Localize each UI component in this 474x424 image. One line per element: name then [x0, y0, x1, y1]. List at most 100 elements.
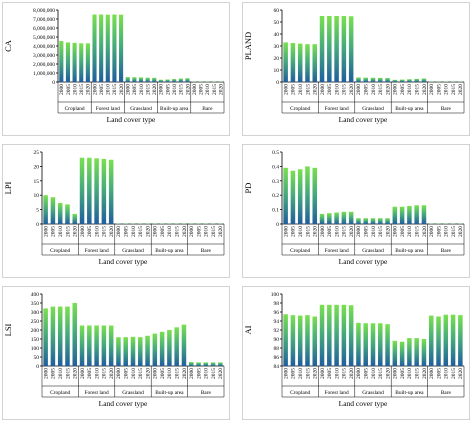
x-year-label: 2020	[218, 226, 224, 237]
bar-cropland-2000	[283, 314, 288, 366]
bar-cropland-2005	[290, 315, 296, 366]
x-year-label: 2020	[182, 368, 188, 379]
bar-built-up-area-2005	[399, 341, 405, 366]
bar-forest-land-2020	[348, 211, 354, 224]
bar-built-up-area-2000	[158, 79, 163, 82]
bar-forest-land-2020	[348, 305, 354, 366]
x-year-label: 2005	[66, 84, 72, 95]
x-year-label: 2005	[436, 84, 442, 95]
x-year-label: 2015	[342, 84, 348, 95]
bar-bare-2005	[436, 316, 441, 366]
bar-forest-land-2005	[87, 325, 92, 366]
category-label: Cropland	[290, 248, 310, 254]
bar-grassland-2000	[356, 77, 361, 82]
x-year-label: 2005	[99, 84, 105, 95]
x-year-label: 2000	[393, 226, 399, 237]
category-label: Grassland	[362, 248, 384, 254]
x-year-label: 2015	[102, 368, 108, 379]
bar-built-up-area-2020	[185, 78, 190, 82]
bar-grassland-2020	[385, 324, 390, 366]
x-year-label: 2000	[192, 84, 198, 95]
x-year-label: 2015	[138, 368, 144, 379]
x-year-label: 2010	[131, 226, 137, 237]
bar-forest-land-2010	[334, 16, 339, 82]
panel-frame	[242, 144, 470, 278]
x-year-label: 2010	[167, 226, 173, 237]
x-year-label: 2000	[429, 226, 435, 237]
x-year-label: 2015	[305, 226, 311, 237]
category-label: Built-up area	[395, 106, 424, 112]
bar-forest-land-2015	[112, 14, 117, 82]
chart-panel-pd: 0 0.1 0.2 0.3 0.4 0.5 PD 2000 2005 2010 2015 2020 Cr…	[242, 144, 470, 278]
x-year-label: 2000	[356, 226, 362, 237]
x-year-label: 2015	[342, 368, 348, 379]
x-year-label: 2015	[451, 226, 457, 237]
x-year-label: 2015	[305, 84, 311, 95]
x-year-label: 2005	[327, 368, 333, 379]
x-year-label: 2005	[196, 368, 202, 379]
x-year-label: 2010	[407, 226, 413, 237]
bar-grassland-2020	[152, 77, 157, 82]
x-year-label: 2005	[124, 226, 130, 237]
bar-forest-land-2020	[108, 159, 114, 224]
bar-grassland-2010	[370, 323, 376, 366]
bar-bare-2020	[458, 315, 463, 366]
x-year-label: 2000	[126, 84, 132, 95]
bar-grassland-2005	[363, 323, 368, 366]
x-year-label: 2020	[73, 368, 79, 379]
x-year-label: 2005	[132, 84, 138, 95]
x-year-label: 2020	[385, 368, 391, 379]
x-year-label: 2020	[145, 368, 151, 379]
y-tick-label: 8,000,000	[33, 8, 55, 14]
bar-bare-2005	[196, 362, 201, 366]
bar-grassland-2015	[145, 77, 150, 82]
bar-forest-land-2020	[119, 14, 124, 82]
bar-cropland-2010	[72, 42, 77, 82]
bar-cropland-2010	[297, 315, 303, 366]
bar-cropland-2000	[43, 308, 48, 366]
bar-grassland-2000	[125, 77, 130, 82]
bar-bare-2010	[443, 314, 449, 366]
bar-grassland-2020	[385, 78, 390, 82]
category-label: Bare	[441, 248, 452, 254]
y-axis-title: AI	[243, 325, 253, 334]
bar-cropland-2020	[312, 44, 318, 82]
x-year-label: 2010	[139, 84, 145, 95]
x-year-label: 2015	[112, 84, 118, 95]
bar-forest-land-2010	[94, 158, 99, 224]
category-label: Bare	[201, 390, 212, 396]
x-year-label: 2000	[429, 84, 435, 95]
category-label: Cropland	[50, 248, 70, 254]
category-label: Forest land	[85, 248, 109, 254]
bar-grassland-2020	[145, 335, 150, 366]
x-year-label: 2000	[80, 226, 86, 237]
y-tick-label: 0	[276, 80, 279, 86]
bar-grassland-2010	[130, 336, 136, 366]
category-label: Built-up area	[395, 390, 424, 396]
x-year-label: 2020	[218, 84, 224, 95]
bar-built-up-area-2020	[421, 205, 427, 224]
bar-cropland-2015	[65, 306, 70, 366]
category-label: Forest land	[85, 390, 109, 396]
y-axis-title: LPI	[3, 181, 13, 194]
bar-cropland-2020	[85, 43, 90, 82]
x-year-label: 2005	[291, 226, 297, 237]
y-tick-label: 0.4	[272, 164, 279, 170]
bar-cropland-2015	[305, 315, 310, 366]
x-year-label: 2000	[189, 368, 195, 379]
bar-cropland-2010	[297, 43, 303, 82]
x-year-label: 2020	[109, 368, 115, 379]
x-year-label: 2020	[152, 84, 158, 95]
category-label: Forest land	[325, 106, 349, 112]
x-year-label: 2000	[283, 84, 289, 95]
y-axis-title: PD	[243, 183, 253, 194]
y-tick-label: 0.1	[272, 208, 279, 214]
x-year-label: 2020	[119, 84, 125, 95]
category-label: Forest land	[96, 106, 120, 112]
bar-forest-land-2005	[87, 157, 92, 224]
x-year-label: 2005	[291, 368, 297, 379]
x-year-label: 2000	[393, 368, 399, 379]
category-label: Grassland	[130, 106, 152, 112]
